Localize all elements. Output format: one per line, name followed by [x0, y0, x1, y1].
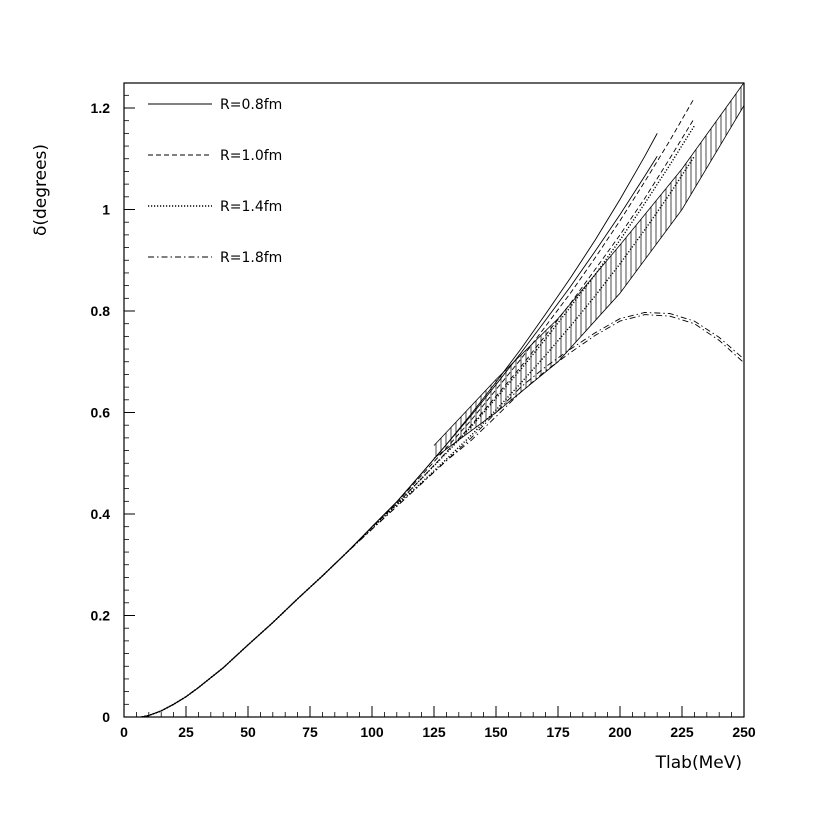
x-tick-label: 150 [484, 724, 508, 740]
legend-label-1: R=0.8fm [220, 97, 282, 113]
series-line-1-curve-1 [141, 133, 658, 717]
series-line-4-curve-1 [141, 312, 744, 717]
hatched-band-lower-edge [433, 105, 745, 459]
series-layer [141, 97, 744, 717]
y-tick-label: 0.4 [91, 506, 111, 522]
series-line-2-curve-1 [141, 97, 695, 717]
x-tick-label: 75 [302, 724, 318, 740]
series-line-4-curve-2 [141, 314, 744, 717]
y-tick-label: 0.6 [91, 405, 111, 421]
y-tick-label: 1.2 [91, 100, 111, 116]
x-tick-label: 250 [732, 724, 756, 740]
plot-frame [123, 82, 745, 718]
x-tick-label: 175 [546, 724, 570, 740]
x-tick-label: 225 [670, 724, 694, 740]
x-tick-label: 100 [360, 724, 384, 740]
y-tick-label: 1 [102, 202, 110, 218]
series-line-1-curve-2 [141, 155, 658, 717]
hatched-band-upper-edge [433, 82, 745, 446]
y-tick-label: 0 [102, 709, 110, 725]
tick-layer: 0 25 50 75 100 125 150 175 200 225 250 0 0.2 0.4 0.6 0.… [91, 94, 756, 740]
legend-label-3: R=1.4fm [220, 199, 282, 215]
series-line-3-curve-2 [141, 155, 695, 717]
y-tick-label: 0.2 [91, 608, 111, 624]
legend: R=0.8fm R=1.0fm R=1.4fm R=1.8fm [148, 97, 282, 266]
y-tick-label: 0.8 [91, 303, 111, 319]
x-tick-label: 200 [608, 724, 632, 740]
x-axis-title: Tlab(MeV) [655, 753, 742, 773]
y-axis-title: δ(degrees) [31, 144, 51, 236]
x-tick-label: 50 [240, 724, 256, 740]
x-tick-label: 0 [120, 724, 128, 740]
legend-label-2: R=1.0fm [220, 148, 282, 164]
x-tick-label: 125 [422, 724, 446, 740]
x-tick-label: 25 [178, 724, 194, 740]
legend-label-4: R=1.8fm [220, 250, 282, 266]
